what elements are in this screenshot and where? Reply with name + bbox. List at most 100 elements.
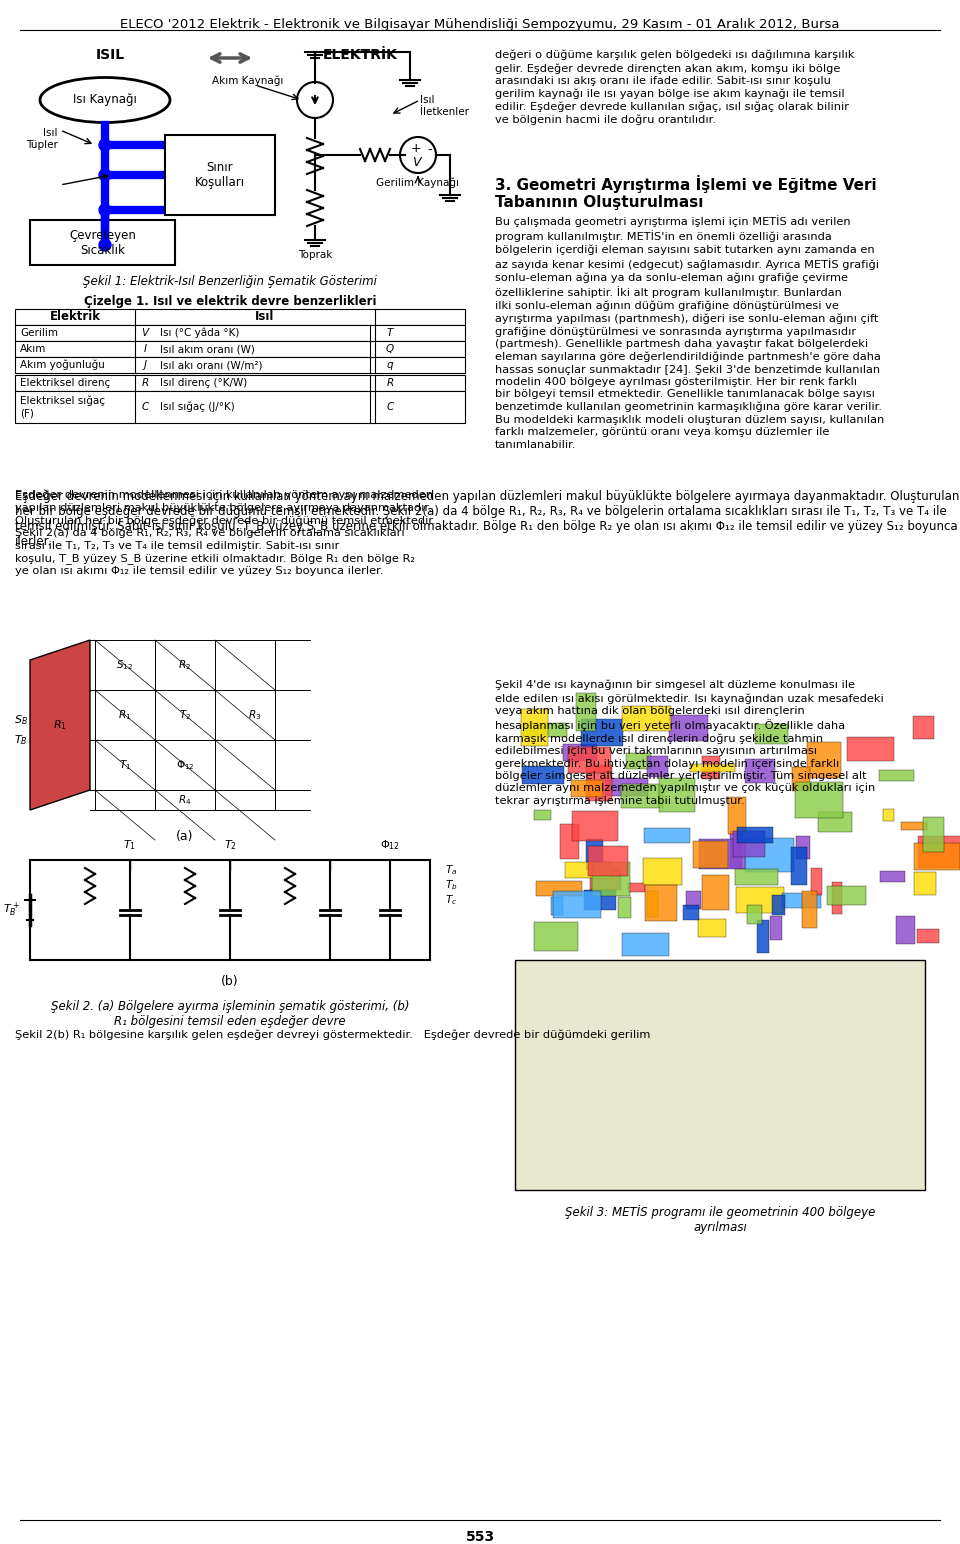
Text: Elektriksel direnç: Elektriksel direnç: [20, 378, 110, 388]
FancyBboxPatch shape: [811, 868, 822, 896]
FancyBboxPatch shape: [567, 747, 611, 774]
FancyBboxPatch shape: [732, 831, 765, 857]
FancyBboxPatch shape: [757, 920, 769, 953]
FancyBboxPatch shape: [534, 922, 578, 951]
FancyBboxPatch shape: [818, 812, 852, 832]
FancyBboxPatch shape: [735, 869, 779, 885]
Text: Isıl akı oranı (W/m²): Isıl akı oranı (W/m²): [160, 360, 262, 371]
FancyBboxPatch shape: [15, 341, 465, 357]
Text: $\Phi_{12}$: $\Phi_{12}$: [380, 838, 400, 852]
Text: Şekil 4'de ısı kaynağının bir simgesel alt düzleme konulması ile
elde edilen ısı: Şekil 4'de ısı kaynağının bir simgesel a…: [495, 679, 884, 806]
Text: $S_{12}$: $S_{12}$: [116, 658, 133, 672]
Text: $T_2$: $T_2$: [224, 838, 236, 852]
FancyBboxPatch shape: [745, 760, 775, 783]
Text: q: q: [387, 360, 394, 371]
Text: $R_1$: $R_1$: [53, 718, 67, 732]
FancyBboxPatch shape: [773, 896, 785, 916]
Text: Gerilim: Gerilim: [20, 327, 58, 338]
Circle shape: [99, 239, 111, 252]
FancyBboxPatch shape: [523, 723, 566, 736]
Text: $T_a$: $T_a$: [445, 863, 457, 877]
FancyBboxPatch shape: [796, 781, 843, 818]
FancyBboxPatch shape: [914, 843, 960, 869]
FancyBboxPatch shape: [806, 743, 841, 778]
FancyBboxPatch shape: [565, 862, 612, 879]
Text: Toprak: Toprak: [298, 250, 332, 259]
FancyBboxPatch shape: [747, 905, 762, 923]
Text: R: R: [386, 378, 394, 388]
FancyBboxPatch shape: [590, 869, 621, 889]
Text: $R_3$: $R_3$: [249, 709, 262, 723]
FancyBboxPatch shape: [521, 710, 548, 746]
FancyBboxPatch shape: [554, 891, 601, 919]
Text: $R_1$: $R_1$: [118, 709, 132, 723]
FancyBboxPatch shape: [686, 891, 701, 909]
Text: Isı (°C yâda °K): Isı (°C yâda °K): [160, 327, 239, 338]
FancyBboxPatch shape: [15, 324, 465, 341]
Circle shape: [99, 204, 111, 216]
Text: Şekil 2. (a) Bölgelere ayırma işleminin şematik gösterimi, (b)
R₁ bölgesini tems: Şekil 2. (a) Bölgelere ayırma işleminin …: [51, 1001, 409, 1028]
Text: (a): (a): [177, 831, 194, 843]
Text: değeri o düğüme karşılık gelen bölgedeki ısı dağılımına karşılık
gelir. Eşdeğer : değeri o düğüme karşılık gelen bölgedeki…: [495, 49, 854, 125]
Text: $R_4$: $R_4$: [179, 794, 192, 808]
FancyBboxPatch shape: [790, 848, 806, 885]
FancyBboxPatch shape: [745, 838, 794, 872]
FancyBboxPatch shape: [606, 778, 648, 797]
Text: Isıl
Tüpler: Isıl Tüpler: [26, 128, 58, 150]
Text: Gerilim Kaynağı: Gerilim Kaynağı: [376, 178, 460, 188]
Text: $T_2$: $T_2$: [179, 709, 191, 723]
Text: ELEKTRİK: ELEKTRİK: [323, 48, 397, 62]
FancyBboxPatch shape: [702, 757, 720, 780]
Text: T: T: [387, 327, 394, 338]
FancyBboxPatch shape: [756, 724, 788, 744]
FancyBboxPatch shape: [588, 846, 628, 875]
FancyBboxPatch shape: [618, 897, 631, 917]
FancyBboxPatch shape: [563, 744, 597, 761]
FancyBboxPatch shape: [15, 375, 465, 391]
FancyBboxPatch shape: [897, 916, 915, 943]
Text: Sınır
Koşulları: Sınır Koşulları: [195, 161, 245, 188]
FancyBboxPatch shape: [15, 309, 465, 324]
Text: $T_B^+$: $T_B^+$: [3, 900, 20, 919]
Text: C: C: [386, 401, 394, 412]
Text: Isıl direnç (°K/W): Isıl direnç (°K/W): [160, 378, 248, 388]
FancyBboxPatch shape: [683, 905, 699, 920]
FancyBboxPatch shape: [737, 828, 773, 843]
Text: $T_1$: $T_1$: [124, 838, 136, 852]
Text: Q: Q: [386, 344, 394, 354]
Polygon shape: [30, 641, 90, 811]
Text: ELECO '2012 Elektrik - Elektronik ve Bilgisayar Mühendisliği Sempozyumu, 29 Kası: ELECO '2012 Elektrik - Elektronik ve Bil…: [120, 19, 840, 31]
Text: V: V: [412, 156, 420, 168]
FancyBboxPatch shape: [831, 882, 842, 914]
Text: $T_1$: $T_1$: [119, 758, 132, 772]
Text: -: -: [428, 144, 432, 156]
FancyBboxPatch shape: [880, 871, 905, 882]
FancyBboxPatch shape: [847, 736, 894, 761]
Text: Isıl akım oranı (W): Isıl akım oranı (W): [160, 344, 254, 354]
FancyBboxPatch shape: [647, 757, 668, 777]
Text: Şekil 2(b) R₁ bölgesine karşılık gelen eşdeğer devreyi göstermektedir.   Eşdeğer: Şekil 2(b) R₁ bölgesine karşılık gelen e…: [15, 1030, 650, 1041]
FancyBboxPatch shape: [571, 780, 603, 797]
FancyBboxPatch shape: [644, 828, 690, 843]
FancyBboxPatch shape: [796, 835, 810, 858]
FancyBboxPatch shape: [646, 891, 659, 917]
Text: 3. Geometri Ayrıştırma İşlemi ve Eğitme Veri
Tabanının Oluşturulması: 3. Geometri Ayrıştırma İşlemi ve Eğitme …: [495, 174, 876, 210]
FancyBboxPatch shape: [645, 885, 677, 922]
FancyBboxPatch shape: [792, 767, 810, 791]
Text: ISIL: ISIL: [95, 48, 125, 62]
Text: C: C: [141, 401, 149, 412]
Text: $T_c$: $T_c$: [445, 892, 457, 906]
FancyBboxPatch shape: [700, 840, 747, 869]
FancyBboxPatch shape: [736, 888, 784, 914]
Text: Bu çalışmada geometri ayrıştırma işlemi için METİS adı verilen
program kullanılm: Bu çalışmada geometri ayrıştırma işlemi …: [495, 215, 884, 449]
Text: Isıl: Isıl: [255, 310, 275, 324]
Text: Şekil 3: METİS programı ile geometrinin 400 bölgeye
ayrılması: Şekil 3: METİS programı ile geometrinin …: [564, 1204, 876, 1234]
Text: Akım Kaynağı: Akım Kaynağı: [212, 76, 284, 85]
Text: +: +: [411, 142, 421, 154]
Text: Akım: Akım: [20, 344, 46, 354]
FancyBboxPatch shape: [668, 715, 708, 741]
Circle shape: [99, 168, 111, 181]
FancyBboxPatch shape: [690, 764, 734, 772]
FancyBboxPatch shape: [782, 894, 821, 908]
FancyBboxPatch shape: [622, 706, 670, 730]
